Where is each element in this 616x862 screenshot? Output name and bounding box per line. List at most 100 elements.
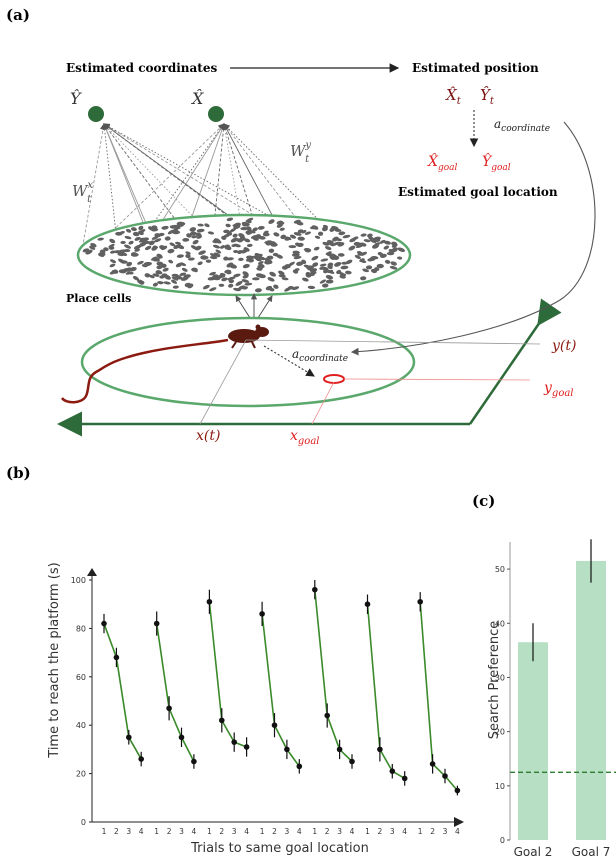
place-cell xyxy=(292,250,300,255)
data-point xyxy=(231,739,237,745)
place-cell xyxy=(325,246,332,251)
place-cell xyxy=(197,261,203,266)
place-cell xyxy=(167,248,175,254)
place-cell xyxy=(137,260,144,265)
place-cell xyxy=(163,281,171,285)
place-cell xyxy=(215,249,222,254)
place-cell xyxy=(228,283,234,288)
place-cell xyxy=(279,227,285,231)
place-cell xyxy=(108,243,115,248)
trial-tick-label: 3 xyxy=(179,827,184,836)
place-cell xyxy=(389,265,398,270)
trial-tick-label: 1 xyxy=(418,827,423,836)
place-cell xyxy=(158,232,165,237)
trial-tick-label: 4 xyxy=(297,827,302,836)
weight-connection xyxy=(103,123,331,263)
place-cell xyxy=(237,285,245,290)
weight-connection xyxy=(209,123,227,267)
trial-tick-label: 1 xyxy=(102,827,107,836)
wy-label: Wy t xyxy=(290,140,311,165)
trial-tick-label: 4 xyxy=(139,827,144,836)
place-cell xyxy=(219,272,226,278)
place-cell xyxy=(336,269,342,275)
place-cell xyxy=(109,238,116,244)
place-cell xyxy=(325,275,334,280)
place-cell xyxy=(296,242,304,248)
x-hat-neuron xyxy=(208,106,224,122)
data-point xyxy=(113,654,120,661)
place-cell xyxy=(159,275,165,279)
place-cell xyxy=(149,274,155,279)
place-cell xyxy=(331,253,338,258)
place-cell xyxy=(97,237,104,241)
place-cell xyxy=(252,277,260,281)
place-cell xyxy=(391,243,398,248)
trial-tick-label: 3 xyxy=(232,827,237,836)
y-goal-projection xyxy=(343,378,531,381)
data-point xyxy=(324,712,331,719)
trial-tick-label: 3 xyxy=(390,827,395,836)
place-cell xyxy=(246,243,253,248)
y-tick-label: 50 xyxy=(495,565,505,574)
place-cell xyxy=(207,231,215,235)
place-cell xyxy=(254,288,262,293)
trial-tick-label: 2 xyxy=(378,827,383,836)
trial-tick-label: 4 xyxy=(244,827,249,836)
place-cell xyxy=(292,286,300,291)
place-cell xyxy=(109,250,116,254)
place-cell xyxy=(242,286,248,290)
x-t-label: x(t) xyxy=(196,428,220,444)
place-cell xyxy=(129,266,137,272)
rat-trajectory xyxy=(60,338,229,404)
place-cell xyxy=(89,245,96,250)
y-t-label: y(t) xyxy=(551,338,576,354)
trial-tick-label: 3 xyxy=(443,827,448,836)
place-cell xyxy=(189,231,197,236)
place-cell xyxy=(156,265,163,270)
place-cell xyxy=(386,251,395,256)
data-point xyxy=(166,705,172,712)
trial-tick-label: 3 xyxy=(285,827,290,836)
place-cell xyxy=(323,269,330,274)
place-cell xyxy=(202,284,210,290)
panel-a: (a) Estimated coordinates Estimated posi… xyxy=(6,6,596,447)
place-cell xyxy=(209,287,217,292)
place-cell xyxy=(302,277,309,282)
place-cell xyxy=(226,231,233,236)
place-cell xyxy=(352,236,359,240)
place-cell xyxy=(267,277,275,282)
place-cell xyxy=(320,258,329,262)
place-cell xyxy=(340,265,349,270)
place-cell xyxy=(293,232,302,236)
place-cell xyxy=(185,251,191,255)
data-point xyxy=(219,717,225,724)
place-cell xyxy=(391,247,398,253)
place-cell xyxy=(218,283,225,287)
place-cell xyxy=(138,280,145,285)
place-cell xyxy=(258,235,266,240)
y-tick-label: 0 xyxy=(81,818,86,827)
place-cell xyxy=(192,239,199,245)
weight-connection xyxy=(79,123,225,263)
place-cell xyxy=(109,263,116,268)
place-cell xyxy=(229,228,237,233)
rat xyxy=(228,324,269,349)
place-cell xyxy=(144,245,152,251)
goal-platform xyxy=(323,374,345,384)
rat-to-cells-arrow-3 xyxy=(257,295,273,319)
estimated-position-label: Estimated position xyxy=(412,61,539,75)
series-line xyxy=(261,613,300,767)
place-cell xyxy=(190,245,198,250)
place-cell xyxy=(314,235,321,239)
place-cell xyxy=(189,227,197,232)
trial-tick-label: 1 xyxy=(365,827,370,836)
place-cell xyxy=(185,253,191,259)
place-cell xyxy=(138,225,144,231)
series-line xyxy=(155,623,195,762)
place-cell xyxy=(263,230,269,235)
place-cell xyxy=(278,274,286,278)
data-point xyxy=(191,758,197,765)
place-cell xyxy=(176,222,184,227)
place-cell xyxy=(284,287,292,292)
place-cell xyxy=(179,272,187,276)
